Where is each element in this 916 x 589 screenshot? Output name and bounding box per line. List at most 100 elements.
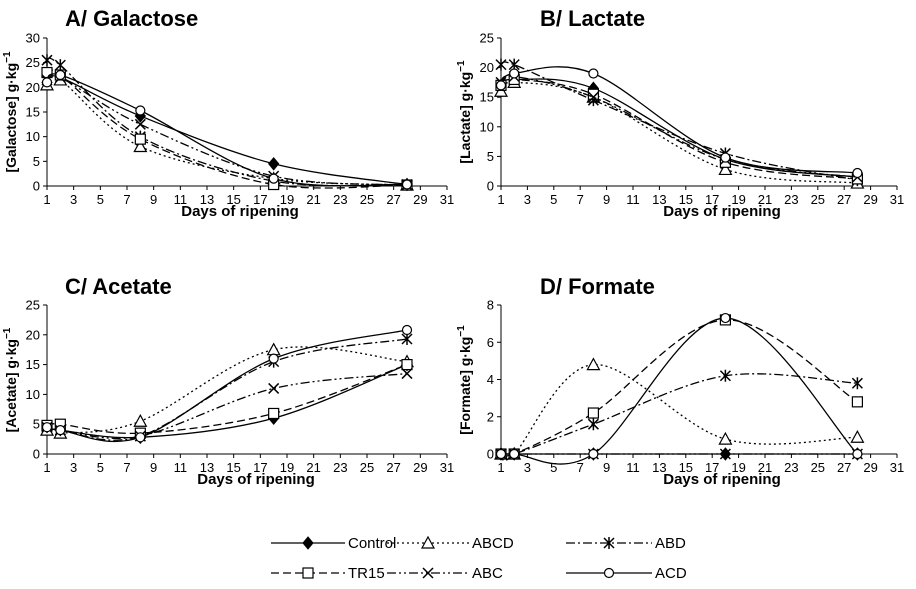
series-tr15: [495, 73, 864, 185]
series-line: [46, 75, 408, 186]
data-point: [720, 152, 731, 163]
legend-label: TR15: [348, 565, 385, 582]
x-tick-label: 15: [226, 192, 240, 207]
x-tick-label: 13: [652, 192, 666, 207]
y-tick-label: 0: [33, 447, 40, 462]
panel-title: B/ Lactate: [540, 6, 645, 31]
data-point: [588, 68, 599, 79]
data-point: [718, 431, 733, 445]
x-axis-label: Days of ripening: [197, 471, 315, 488]
x-tick-label: 13: [200, 460, 214, 475]
y-tick-label: 25: [480, 31, 494, 46]
y-tick-label: 20: [26, 327, 40, 342]
legend-item-abd: ABD: [566, 535, 686, 552]
data-point: [135, 105, 146, 116]
x-tick-label: 9: [603, 192, 610, 207]
y-axis-label: [Acetate] g·kg−1: [2, 327, 19, 432]
y-axis-label: [Formate] g·kg−1: [456, 325, 473, 435]
legend-label: ABCD: [472, 535, 514, 552]
x-tick-label: 29: [863, 192, 877, 207]
data-point: [495, 448, 507, 460]
y-axis-label: [Lactate] g·kg−1: [456, 60, 473, 164]
series-line: [500, 75, 858, 178]
y-tick-label: 4: [487, 372, 494, 387]
data-point: [268, 382, 280, 394]
data-point: [495, 80, 507, 91]
series-tr15: [41, 359, 413, 439]
legend-item-abc: ABC: [387, 565, 503, 582]
data-point: [41, 77, 53, 88]
data-point: [268, 173, 279, 184]
series-line: [46, 363, 408, 435]
x-tick-label: 13: [200, 192, 214, 207]
data-point: [720, 312, 731, 324]
series-abd: [495, 369, 863, 460]
x-tick-label: 27: [386, 192, 400, 207]
x-tick-label: 25: [811, 460, 825, 475]
x-tick-label: 21: [758, 460, 772, 475]
y-axis-label: [Galactose] g·kg−1: [2, 51, 19, 173]
y-tick-label: 20: [26, 80, 40, 95]
x-tick-label: 15: [679, 192, 693, 207]
y-tick-label: 5: [33, 154, 40, 169]
data-point: [587, 407, 600, 419]
data-point: [587, 88, 600, 100]
data-point: [401, 368, 413, 380]
x-tick-label: 15: [679, 460, 693, 475]
data-point: [135, 432, 146, 443]
x-tick-label: 9: [150, 192, 157, 207]
data-point: [134, 118, 146, 130]
y-tick-label: 25: [26, 55, 40, 70]
y-tick-label: 15: [26, 357, 40, 372]
legend-marker: [603, 537, 615, 549]
x-tick-label: 1: [43, 192, 50, 207]
data-point: [268, 407, 280, 420]
x-tick-label: 11: [626, 460, 640, 475]
x-tick-label: 7: [123, 192, 130, 207]
x-axis-label: Days of ripening: [181, 203, 299, 220]
x-tick-label: 11: [174, 460, 188, 475]
series-abcd: [493, 357, 865, 462]
series-acd: [495, 66, 863, 179]
x-tick-label: 27: [386, 460, 400, 475]
x-tick-label: 21: [306, 460, 320, 475]
x-tick-label: 7: [577, 192, 584, 207]
x-tick-label: 23: [333, 460, 347, 475]
data-point: [586, 357, 601, 371]
x-axis-label: Days of ripening: [663, 471, 781, 488]
legend-label: ACD: [655, 565, 687, 582]
series-line: [46, 372, 408, 439]
x-tick-label: 11: [626, 192, 640, 207]
legend-label: ABD: [655, 535, 686, 552]
x-tick-label: 7: [577, 460, 584, 475]
x-tick-label: 17: [253, 460, 267, 475]
y-tick-label: 10: [26, 129, 40, 144]
series-abd: [41, 54, 413, 191]
legend-item-tr15: TR15: [271, 565, 385, 582]
data-point: [588, 448, 599, 460]
data-point: [268, 157, 280, 171]
data-point: [55, 425, 66, 436]
data-point: [852, 448, 863, 460]
x-tick-label: 1: [43, 460, 50, 475]
data-point: [851, 377, 863, 390]
series-line: [500, 61, 858, 181]
legend-item-control: Control: [271, 535, 396, 552]
x-tick-label: 5: [97, 192, 104, 207]
series-line: [46, 346, 408, 435]
x-tick-label: 3: [524, 460, 531, 475]
legend-marker: [302, 567, 314, 579]
y-tick-label: 25: [26, 298, 40, 313]
data-point: [134, 133, 146, 145]
y-tick-label: 2: [487, 409, 494, 424]
x-tick-label: 7: [123, 460, 130, 475]
legend-label: Control: [348, 535, 396, 552]
data-point: [401, 359, 413, 371]
y-tick-label: 0: [487, 447, 494, 462]
x-tick-label: 23: [333, 192, 347, 207]
data-point: [401, 324, 413, 336]
x-tick-label: 19: [280, 192, 294, 207]
